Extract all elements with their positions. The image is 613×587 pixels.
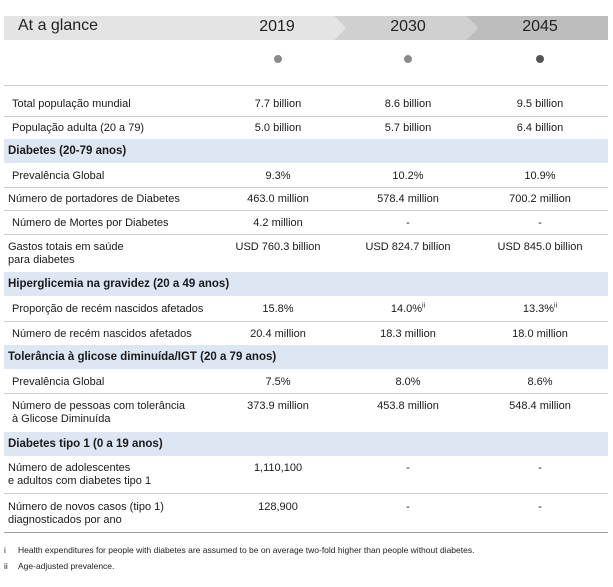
timeline-dot xyxy=(536,55,544,63)
row-label: Total população mundial xyxy=(12,98,131,110)
divider xyxy=(4,393,608,394)
value-2045: 6.4 billion xyxy=(516,122,564,134)
value-2030: 8.0% xyxy=(395,376,421,388)
section-header-igt: Tolerância à glicose diminuída/IGT (20 a… xyxy=(4,345,608,369)
value-2045: 548.4 million xyxy=(509,400,571,412)
year-2019: 2019 xyxy=(259,18,295,35)
value-2030: 578.4 million xyxy=(377,193,439,205)
row-label: Prevalência Global xyxy=(12,170,105,182)
value-2019: USD 760.3 billion xyxy=(235,241,321,253)
value-2030: - xyxy=(406,501,410,513)
section-header-hyperglycemia: Hiperglicemia na gravidez (20 a 49 anos) xyxy=(4,272,608,296)
year-2030: 2030 xyxy=(390,18,426,35)
divider xyxy=(4,532,608,533)
value-2030: 5.7 billion xyxy=(384,122,432,134)
value-2019: 373.9 million xyxy=(247,400,309,412)
value-2019: 7.5% xyxy=(265,376,291,388)
row-label: Número de portadores de Diabetes xyxy=(8,193,180,205)
divider xyxy=(4,210,608,211)
value-2019: 4.2 million xyxy=(253,217,303,229)
value-2019: 128,900 xyxy=(258,501,298,513)
divider xyxy=(4,116,608,117)
row-label: Gastos totais em saúde para diabetes xyxy=(8,241,124,266)
value-2045: 700.2 million xyxy=(509,193,571,205)
divider xyxy=(4,85,608,86)
row-label: Número de pessoas com tolerância à Glicos… xyxy=(12,400,186,425)
row-label: Prevalência Global xyxy=(12,376,105,388)
value-2045: - xyxy=(538,501,542,513)
value-2019: 1,110,100 xyxy=(253,462,303,474)
divider xyxy=(4,234,608,235)
divider xyxy=(4,321,608,322)
footnote: i Health expenditures for people with dia… xyxy=(4,545,475,555)
value-2045: USD 845.0 billion xyxy=(497,241,583,253)
row-label: Proporção de recém nascidos afetados xyxy=(12,303,204,315)
row-label: Número de adolescentes e adultos com diab… xyxy=(8,462,152,487)
value-2045: 9.5 billion xyxy=(516,98,564,110)
value-2019: 5.0 billion xyxy=(254,122,302,134)
value-2030: 14.0%ii xyxy=(390,302,426,315)
value-2045: 18.0 million xyxy=(512,328,568,340)
value-2019: 9.3% xyxy=(265,170,291,182)
banner-arrows xyxy=(4,16,608,40)
value-2045: 10.9% xyxy=(524,170,556,182)
footnote: ii Age-adjusted prevalence. xyxy=(4,561,115,571)
row-label: Número de Mortes por Diabetes xyxy=(12,217,169,229)
row-label: Número de novos casos (tipo 1) diagnostic… xyxy=(8,501,164,526)
year-2045: 2045 xyxy=(522,18,558,35)
value-2045: - xyxy=(538,217,542,229)
header-banner: At a glance 2019 2030 2045 xyxy=(4,16,608,40)
row-label: População adulta (20 a 79) xyxy=(12,122,145,134)
value-2045: - xyxy=(538,462,542,474)
value-2030: - xyxy=(406,462,410,474)
value-2019: 15.8% xyxy=(262,303,294,315)
value-2030: 10.2% xyxy=(392,170,424,182)
divider xyxy=(4,187,608,188)
value-2030: - xyxy=(406,217,410,229)
value-2019: 20.4 million xyxy=(250,328,306,340)
divider xyxy=(4,493,608,494)
row-label: Número de recém nascidos afetados xyxy=(12,328,192,340)
value-2030: USD 824.7 billion xyxy=(365,241,451,253)
value-2030: 453.8 million xyxy=(377,400,439,412)
timeline-dot xyxy=(274,55,282,63)
value-2030: 8.6 billion xyxy=(384,98,432,110)
value-2019: 463.0 million xyxy=(247,193,309,205)
section-header-diabetes: Diabetes (20-79 anos) xyxy=(4,139,608,163)
timeline-dot xyxy=(404,55,412,63)
value-2045: 13.3%ii xyxy=(522,302,558,315)
section-header-type1: Diabetes tipo 1 (0 a 19 anos) xyxy=(4,432,608,456)
value-2019: 7.7 billion xyxy=(254,98,302,110)
value-2030: 18.3 million xyxy=(380,328,436,340)
value-2045: 8.6% xyxy=(527,376,553,388)
page-title: At a glance xyxy=(18,17,99,34)
